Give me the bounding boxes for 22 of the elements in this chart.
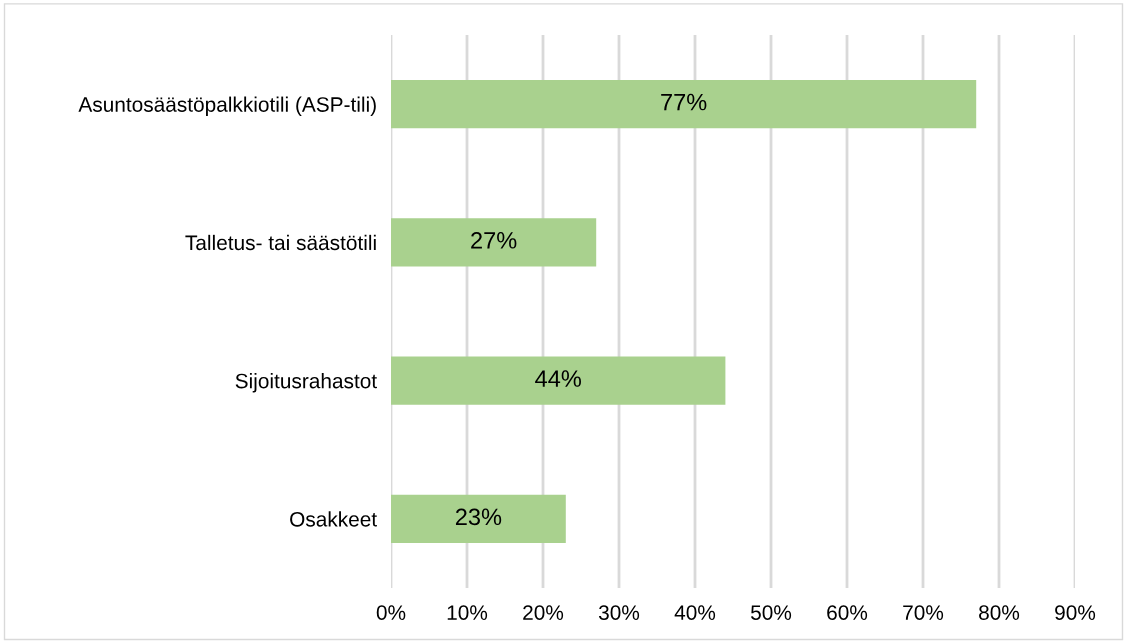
bar <box>391 494 566 544</box>
x-tick-label: 10% <box>447 605 488 620</box>
data-label: 27% <box>471 231 517 249</box>
x-tick-label: 60% <box>827 605 868 620</box>
x-tick-label: 0% <box>376 605 406 620</box>
bar <box>391 79 977 129</box>
x-tick-label: 40% <box>674 605 716 620</box>
data-label: 77% <box>661 93 707 111</box>
x-tick-label: 80% <box>979 605 1020 620</box>
bar <box>391 218 597 267</box>
y-tick-label: Sijoitusrahastot <box>235 373 377 393</box>
y-tick-label: Asuntosäästöpalkkiotili (ASP-tili) <box>78 96 376 116</box>
x-tick-label: 90% <box>1055 605 1096 620</box>
x-tick-label: 30% <box>598 605 640 620</box>
y-tick-label: Talletus- tai säästötili <box>185 234 376 251</box>
y-tick-label: Osakkeet <box>290 511 377 527</box>
bar <box>391 356 726 405</box>
x-tick-label: 70% <box>903 605 944 620</box>
x-tick-label: 50% <box>750 605 792 620</box>
data-label: 44% <box>535 370 581 387</box>
x-tick-label: 20% <box>523 605 564 620</box>
data-label: 23% <box>455 508 502 526</box>
